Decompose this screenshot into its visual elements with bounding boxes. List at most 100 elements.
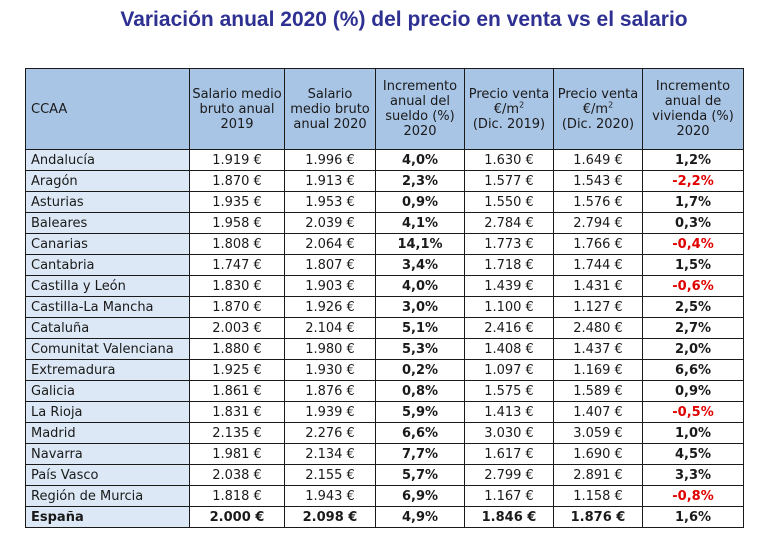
- cell-precio-2019: 1.773 €: [464, 233, 554, 255]
- table-row: Aragón 1.870 €1.913 €2,3% 1.577 €1.543 € -2…: [25, 170, 744, 192]
- cell-region: Andalucía: [25, 149, 190, 171]
- cell-salario-2020: 1.939 €: [284, 401, 376, 423]
- cell-incremento-sueldo: 0,2%: [375, 359, 465, 381]
- cell-precio-2020: 2.480 €: [553, 317, 643, 339]
- cell-precio-2020: 1.576 €: [553, 191, 643, 213]
- cell-salario-2020: 1.930 €: [284, 359, 376, 381]
- cell-salario-2020: 2.276 €: [284, 422, 376, 444]
- cell-region: Asturias: [25, 191, 190, 213]
- cell-precio-2020: 1.127 €: [553, 296, 643, 318]
- cell-region: Cantabria: [25, 254, 190, 276]
- cell-salario-2019: 1.935 €: [189, 191, 285, 213]
- cell-salario-2019: 1.861 €: [189, 380, 285, 402]
- cell-incremento-sueldo: 3,0%: [375, 296, 465, 318]
- cell-precio-2019: 2.784 €: [464, 212, 554, 234]
- cell-incremento-sueldo: 4,1%: [375, 212, 465, 234]
- cell-incremento-vivienda: 4,5%: [642, 443, 744, 465]
- cell-region: País Vasco: [25, 464, 190, 486]
- header-incremento-vivienda: Incremento anual de vivienda (%) 2020: [642, 68, 744, 150]
- cell-salario-2019: 1.880 €: [189, 338, 285, 360]
- cell-precio-2019: 1.097 €: [464, 359, 554, 381]
- header-precio-2020: Precio venta €/m2 (Dic. 2020): [553, 68, 643, 150]
- cell-precio-2020: 2.794 €: [553, 212, 643, 234]
- table-row: La Rioja 1.831 €1.939 €5,9% 1.413 €1.407 €…: [25, 401, 744, 423]
- cell-salario-2020: 2.104 €: [284, 317, 376, 339]
- cell-salario-2020: 2.098 €: [284, 506, 376, 528]
- cell-incremento-vivienda: -0,4%: [642, 233, 744, 255]
- cell-precio-2019: 2.416 €: [464, 317, 554, 339]
- cell-incremento-sueldo: 4,0%: [375, 275, 465, 297]
- cell-precio-2019: 2.799 €: [464, 464, 554, 486]
- cell-incremento-sueldo: 4,0%: [375, 149, 465, 171]
- cell-precio-2019: 1.718 €: [464, 254, 554, 276]
- cell-region: Baleares: [25, 212, 190, 234]
- cell-precio-2020: 1.431 €: [553, 275, 643, 297]
- cell-salario-2019: 1.925 €: [189, 359, 285, 381]
- cell-region: Madrid: [25, 422, 190, 444]
- cell-salario-2019: 1.830 €: [189, 275, 285, 297]
- cell-precio-2019: 1.846 €: [464, 506, 554, 528]
- cell-precio-2019: 1.550 €: [464, 191, 554, 213]
- table-row: Galicia 1.861 €1.876 €0,8% 1.575 €1.589 €0…: [25, 380, 744, 402]
- header-salario-2020: Salario medio bruto anual 2020: [284, 68, 376, 150]
- cell-salario-2020: 1.943 €: [284, 485, 376, 507]
- cell-salario-2019: 1.747 €: [189, 254, 285, 276]
- cell-incremento-sueldo: 5,1%: [375, 317, 465, 339]
- header-precio-2020-date: (Dic. 2020): [561, 116, 635, 132]
- cell-incremento-sueldo: 0,9%: [375, 191, 465, 213]
- header-incremento-sueldo: Incremento anual del sueldo (%) 2020: [375, 68, 465, 150]
- cell-precio-2019: 1.167 €: [464, 485, 554, 507]
- cell-region: Castilla-La Mancha: [25, 296, 190, 318]
- cell-salario-2020: 1.953 €: [284, 191, 376, 213]
- cell-precio-2019: 1.439 €: [464, 275, 554, 297]
- cell-precio-2020: 2.891 €: [553, 464, 643, 486]
- cell-incremento-vivienda: -0,5%: [642, 401, 744, 423]
- cell-salario-2019: 1.958 €: [189, 212, 285, 234]
- cell-precio-2020: 1.766 €: [553, 233, 643, 255]
- cell-incremento-sueldo: 5,7%: [375, 464, 465, 486]
- cell-precio-2019: 1.630 €: [464, 149, 554, 171]
- cell-salario-2020: 1.876 €: [284, 380, 376, 402]
- cell-salario-2020: 2.039 €: [284, 212, 376, 234]
- cell-incremento-vivienda: -2,2%: [642, 170, 744, 192]
- cell-precio-2020: 1.589 €: [553, 380, 643, 402]
- table-header-row: CCAA Salario medio bruto anual 2019 Sala…: [25, 68, 744, 150]
- table-row: Castilla-La Mancha 1.870 €1.926 €3,0% 1.10…: [25, 296, 744, 318]
- table-row: Región de Murcia 1.818 €1.943 €6,9% 1.167 …: [25, 485, 744, 507]
- header-precio-2020-label: Precio venta €/m: [557, 86, 639, 117]
- cell-incremento-sueldo: 14,1%: [375, 233, 465, 255]
- table-row: Baleares 1.958 €2.039 €4,1% 2.784 €2.794 €…: [25, 212, 744, 234]
- header-precio-2019-label: Precio venta €/m: [468, 86, 550, 117]
- cell-precio-2019: 3.030 €: [464, 422, 554, 444]
- cell-precio-2020: 1.690 €: [553, 443, 643, 465]
- cell-region: Aragón: [25, 170, 190, 192]
- cell-incremento-vivienda: 2,5%: [642, 296, 744, 318]
- cell-salario-2020: 2.064 €: [284, 233, 376, 255]
- cell-incremento-vivienda: 1,6%: [642, 506, 744, 528]
- cell-precio-2020: 1.158 €: [553, 485, 643, 507]
- cell-incremento-vivienda: 6,6%: [642, 359, 744, 381]
- cell-incremento-vivienda: 3,3%: [642, 464, 744, 486]
- header-ccaa: CCAA: [25, 68, 190, 150]
- table-row: Andalucía 1.919 €1.996 €4,0% 1.630 €1.649 …: [25, 149, 744, 171]
- cell-salario-2019: 2.003 €: [189, 317, 285, 339]
- cell-salario-2020: 2.134 €: [284, 443, 376, 465]
- cell-precio-2020: 1.543 €: [553, 170, 643, 192]
- table-total-row: España 2.000 €2.098 €4,9% 1.846 €1.876 €1,…: [25, 506, 744, 528]
- header-precio-2020-sup: 2: [608, 100, 614, 110]
- table-row: Comunitat Valenciana 1.880 €1.980 €5,3% 1.…: [25, 338, 744, 360]
- cell-precio-2019: 1.575 €: [464, 380, 554, 402]
- cell-incremento-vivienda: -0,6%: [642, 275, 744, 297]
- table-body: Andalucía 1.919 €1.996 €4,0% 1.630 €1.649 …: [25, 149, 744, 528]
- header-precio-2019-sup: 2: [519, 100, 525, 110]
- table-row: Extremadura 1.925 €1.930 €0,2% 1.097 €1.16…: [25, 359, 744, 381]
- cell-precio-2020: 3.059 €: [553, 422, 643, 444]
- cell-precio-2019: 1.100 €: [464, 296, 554, 318]
- header-precio-2019-date: (Dic. 2019): [472, 116, 546, 132]
- cell-incremento-vivienda: 0,3%: [642, 212, 744, 234]
- table-row: Cantabria 1.747 €1.807 €3,4% 1.718 €1.744 …: [25, 254, 744, 276]
- cell-region: Extremadura: [25, 359, 190, 381]
- cell-incremento-sueldo: 7,7%: [375, 443, 465, 465]
- cell-incremento-sueldo: 0,8%: [375, 380, 465, 402]
- table-row: País Vasco 2.038 €2.155 €5,7% 2.799 €2.891…: [25, 464, 744, 486]
